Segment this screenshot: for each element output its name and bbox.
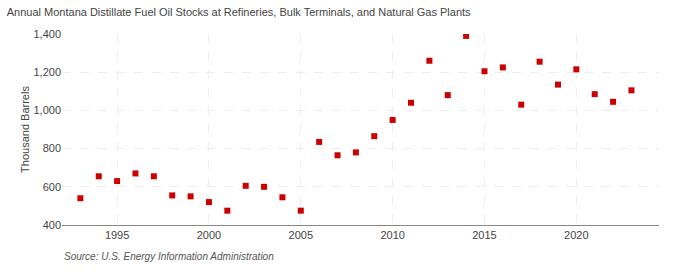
svg-text:2010: 2010 (380, 229, 404, 241)
svg-text:2000: 2000 (197, 229, 221, 241)
svg-text:2015: 2015 (472, 229, 496, 241)
svg-text:800: 800 (43, 142, 61, 154)
svg-text:600: 600 (43, 181, 61, 193)
svg-text:Thousand Barrels: Thousand Barrels (19, 86, 31, 173)
svg-text:Source: U.S. Energy Informatio: Source: U.S. Energy Information Administ… (64, 251, 274, 262)
svg-text:1,200: 1,200 (33, 66, 61, 78)
svg-text:2020: 2020 (564, 229, 588, 241)
svg-text:Annual Montana Distillate Fuel: Annual Montana Distillate Fuel Oil Stock… (7, 6, 471, 18)
svg-text:1,400: 1,400 (33, 28, 61, 40)
svg-text:400: 400 (43, 219, 61, 231)
svg-text:2005: 2005 (289, 229, 313, 241)
svg-text:1995: 1995 (105, 229, 129, 241)
svg-text:1,000: 1,000 (33, 104, 61, 116)
